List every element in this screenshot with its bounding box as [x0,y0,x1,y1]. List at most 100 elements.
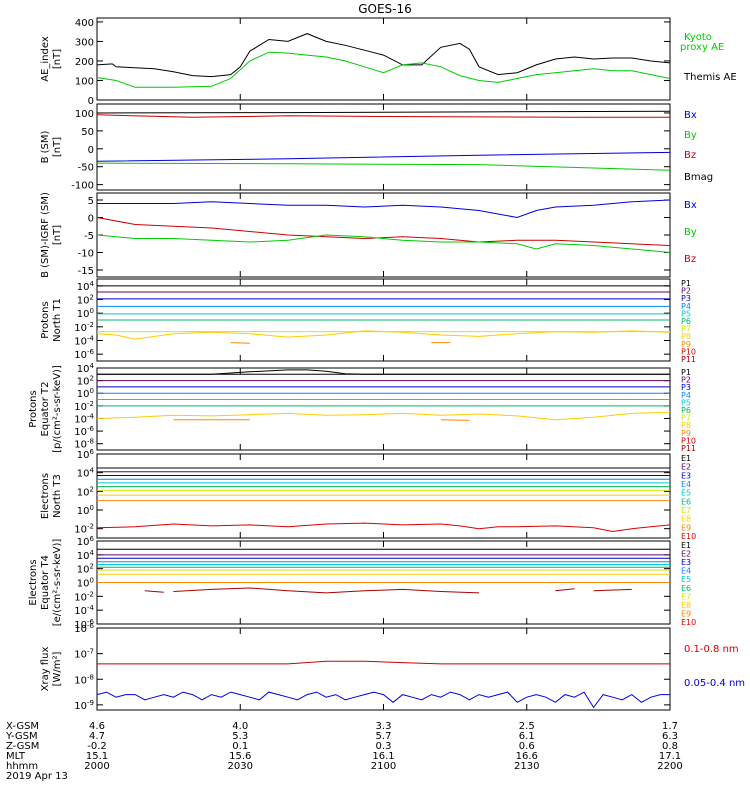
x-axis-row-label: hhmm [6,761,38,772]
flux-channel-trace [440,419,470,421]
series-line [97,660,670,665]
x-tick-value: 2130 [514,761,539,772]
series-line [96,162,671,171]
legend-entry: E4 [681,480,691,489]
y-axis-label: B (SM)-IGRF (SM) [40,192,51,278]
y-tick-label: 300 [75,37,94,48]
legend-entry: P5 [681,398,691,407]
y-tick-label: 100 [75,76,94,87]
y-tick-label: 104 [77,467,95,480]
series-line [96,217,671,246]
legend: 0.1-0.8 nm 0.05-0.4 nm [684,644,745,689]
legend-entry: P9 [681,340,691,349]
legend-entry: P5 [681,309,691,318]
y-axis-label: [nT] [52,137,63,157]
x-tick-value: 0.1 [232,741,248,752]
legend-entry: E4 [681,567,691,576]
x-tick-value: 1.7 [662,721,678,732]
y-tick-label: 0 [88,145,94,156]
x-tick-value: 15.6 [229,751,251,762]
legend: Bx By Bz Bmag [684,110,713,183]
legend-entry: P4 [681,302,691,311]
y-axis-label: [nT] [52,49,63,69]
y-tick-label: 100 [77,387,94,400]
legend-entry: E9 [681,609,691,618]
y-axis-label: North T3 [52,474,63,518]
legend-entry: E10 [681,618,696,627]
legend-entry: Bmag [684,172,713,183]
y-axis-label: [W/m²] [52,651,63,686]
legend-entry: P10 [681,436,696,445]
y-tick-label: 100 [77,307,94,320]
legend-entry: E1 [681,454,691,463]
legend-entry: E1 [681,541,691,550]
legend-entry: E7 [681,506,691,515]
x-axis-row-label: X-GSM [6,721,39,732]
panel-2: 100 50 0 -50 -100 B (SM) [nT] Bx By Bz Bmag [40,103,713,192]
y-axis-label: Protons [28,390,39,427]
legend-entry: Kyoto [684,32,712,43]
series-line [96,234,671,253]
legend-entry: P6 [681,406,691,415]
legend-entry: Themis AE [683,72,737,83]
flux-channel-trace [96,411,671,421]
x-tick-value: 4.6 [89,721,105,732]
series-line [96,691,670,709]
x-tick-value: 2.5 [519,721,535,732]
x-tick-value: 5.3 [232,731,248,742]
panel-frame [96,453,671,539]
legend-entry: E5 [681,575,691,584]
y-tick-label: 400 [75,18,94,29]
series-line [96,51,671,88]
y-tick-label: 10-9 [74,699,94,712]
y-tick-label: 10-4 [74,412,94,425]
y-tick-label: 10-6 [74,348,94,361]
x-tick-value: -0.2 [87,741,107,752]
legend-entry: P10 [681,347,696,356]
legend-entry: E7 [681,592,691,601]
x-tick-value: 2000 [84,761,109,772]
x-tick-value: 3.3 [376,721,392,732]
x-tick-value: 0.8 [662,741,678,752]
figure-title: GOES-16 [358,2,412,16]
legend-entry: 0.1-0.8 nm [684,644,739,655]
legend-entry: P7 [681,414,691,423]
y-tick-label: 102 [77,485,94,498]
panel-frame [96,627,671,711]
y-tick-label: 10-8 [74,673,94,686]
y-axis-label: [nT] [52,225,63,245]
flux-channel-trace [555,588,575,592]
y-tick-label: 0 [88,96,94,107]
x-tick-value: 2100 [371,761,396,772]
y-tick-label: 5 [88,196,94,207]
flux-channel-trace [97,369,670,375]
legend-entry: P8 [681,332,691,341]
x-tick-value: 16.6 [516,751,538,762]
legend-entry: P1 [681,279,691,288]
y-tick-label: -100 [71,181,94,192]
y-tick-label: 104 [77,362,95,375]
x-axis-row-label: MLT [6,751,26,762]
y-tick-label: 0 [88,214,94,225]
y-tick-label: -15 [78,266,94,277]
legend-entry: E2 [681,550,691,559]
x-tick-value: 0.6 [519,741,535,752]
x-tick-value: 5.7 [376,731,392,742]
flux-channel-trace [144,590,164,593]
y-tick-label: -50 [78,163,94,174]
legend-entry: E2 [681,463,691,472]
legend: Bx By Bz [684,200,697,265]
legend-entry: P4 [681,391,691,400]
x-tick-value: 0.3 [376,741,392,752]
y-axis-label: [e/(cm²-s-sr-keV)] [52,539,63,627]
